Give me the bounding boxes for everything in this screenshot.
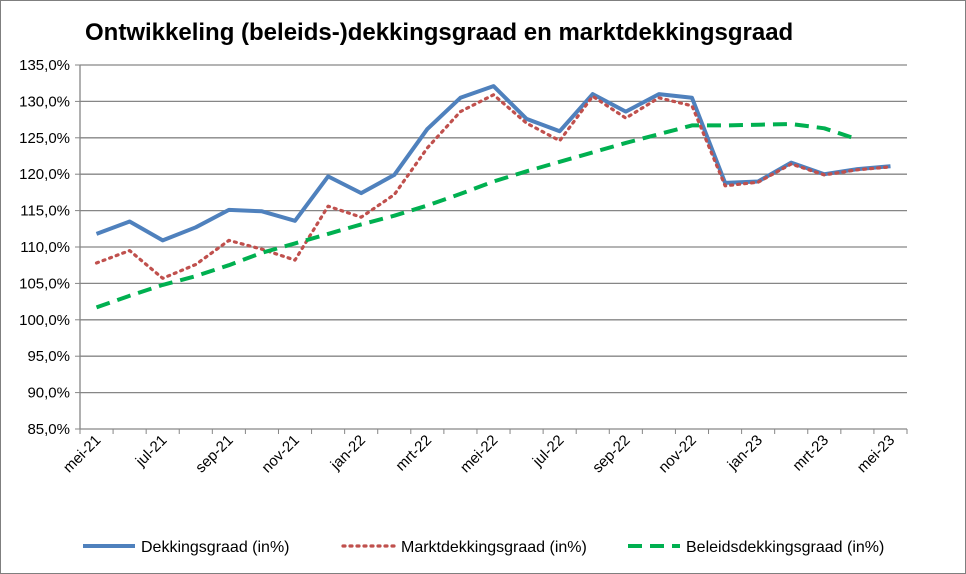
x-tick-label: nov-21 — [258, 432, 302, 476]
x-tick-label: jan-22 — [327, 432, 369, 474]
y-tick-label: 95,0% — [27, 348, 70, 365]
y-tick-label: 115,0% — [20, 203, 70, 220]
x-tick-label: mei-23 — [854, 432, 898, 476]
x-tick-label: jul-21 — [132, 432, 171, 471]
gridlines — [80, 64, 907, 394]
x-tick-label: sep-21 — [192, 432, 236, 476]
y-axis-tick-labels: 85,0% 90,0% 95,0% 100,0% 105,0% 110,0% 115,0% 1… — [19, 57, 70, 438]
chart-title: Ontwikkeling (beleids-)dekkingsgraad en … — [85, 19, 794, 46]
x-tick-label: jan-23 — [724, 432, 766, 474]
x-tick-label: mrt-22 — [392, 432, 435, 475]
axes — [75, 64, 908, 434]
y-tick-label: 100,0% — [19, 312, 70, 329]
y-tick-label: 125,0% — [19, 130, 70, 147]
x-tick-label: nov-22 — [655, 432, 699, 476]
series-line-2 — [94, 93, 893, 280]
y-tick-label: 130,0% — [19, 93, 70, 110]
x-tick-label: mei-21 — [60, 432, 104, 476]
y-tick-label: 135,0% — [19, 57, 70, 74]
legend-label-3: Beleidsdekkingsgraad (in%) — [686, 539, 884, 556]
y-tick-label: 85,0% — [27, 421, 70, 438]
x-tick-label: mei-22 — [457, 432, 501, 476]
y-tick-label: 110,0% — [20, 239, 70, 256]
x-axis-tick-labels: mei-21 jul-21 sep-21 nov-21 jan-22 mrt-22 mei-… — [60, 432, 898, 476]
y-tick-label: 105,0% — [19, 275, 70, 292]
legend-label-2: Marktdekkingsgraad (in%) — [401, 539, 587, 556]
legend-label-1: Dekkingsgraad (in%) — [141, 539, 290, 556]
x-tick-label: mrt-23 — [789, 432, 832, 475]
x-tick-label: sep-22 — [589, 432, 633, 476]
series-line-3 — [95, 122, 859, 310]
y-tick-label: 90,0% — [27, 385, 70, 402]
series-lines — [94, 84, 893, 310]
x-tick-label: jul-22 — [529, 432, 568, 471]
legend: Dekkingsgraad (in%) Marktdekkingsgraad (i… — [83, 539, 884, 556]
series-line-1 — [95, 84, 891, 243]
y-tick-label: 120,0% — [19, 166, 70, 183]
